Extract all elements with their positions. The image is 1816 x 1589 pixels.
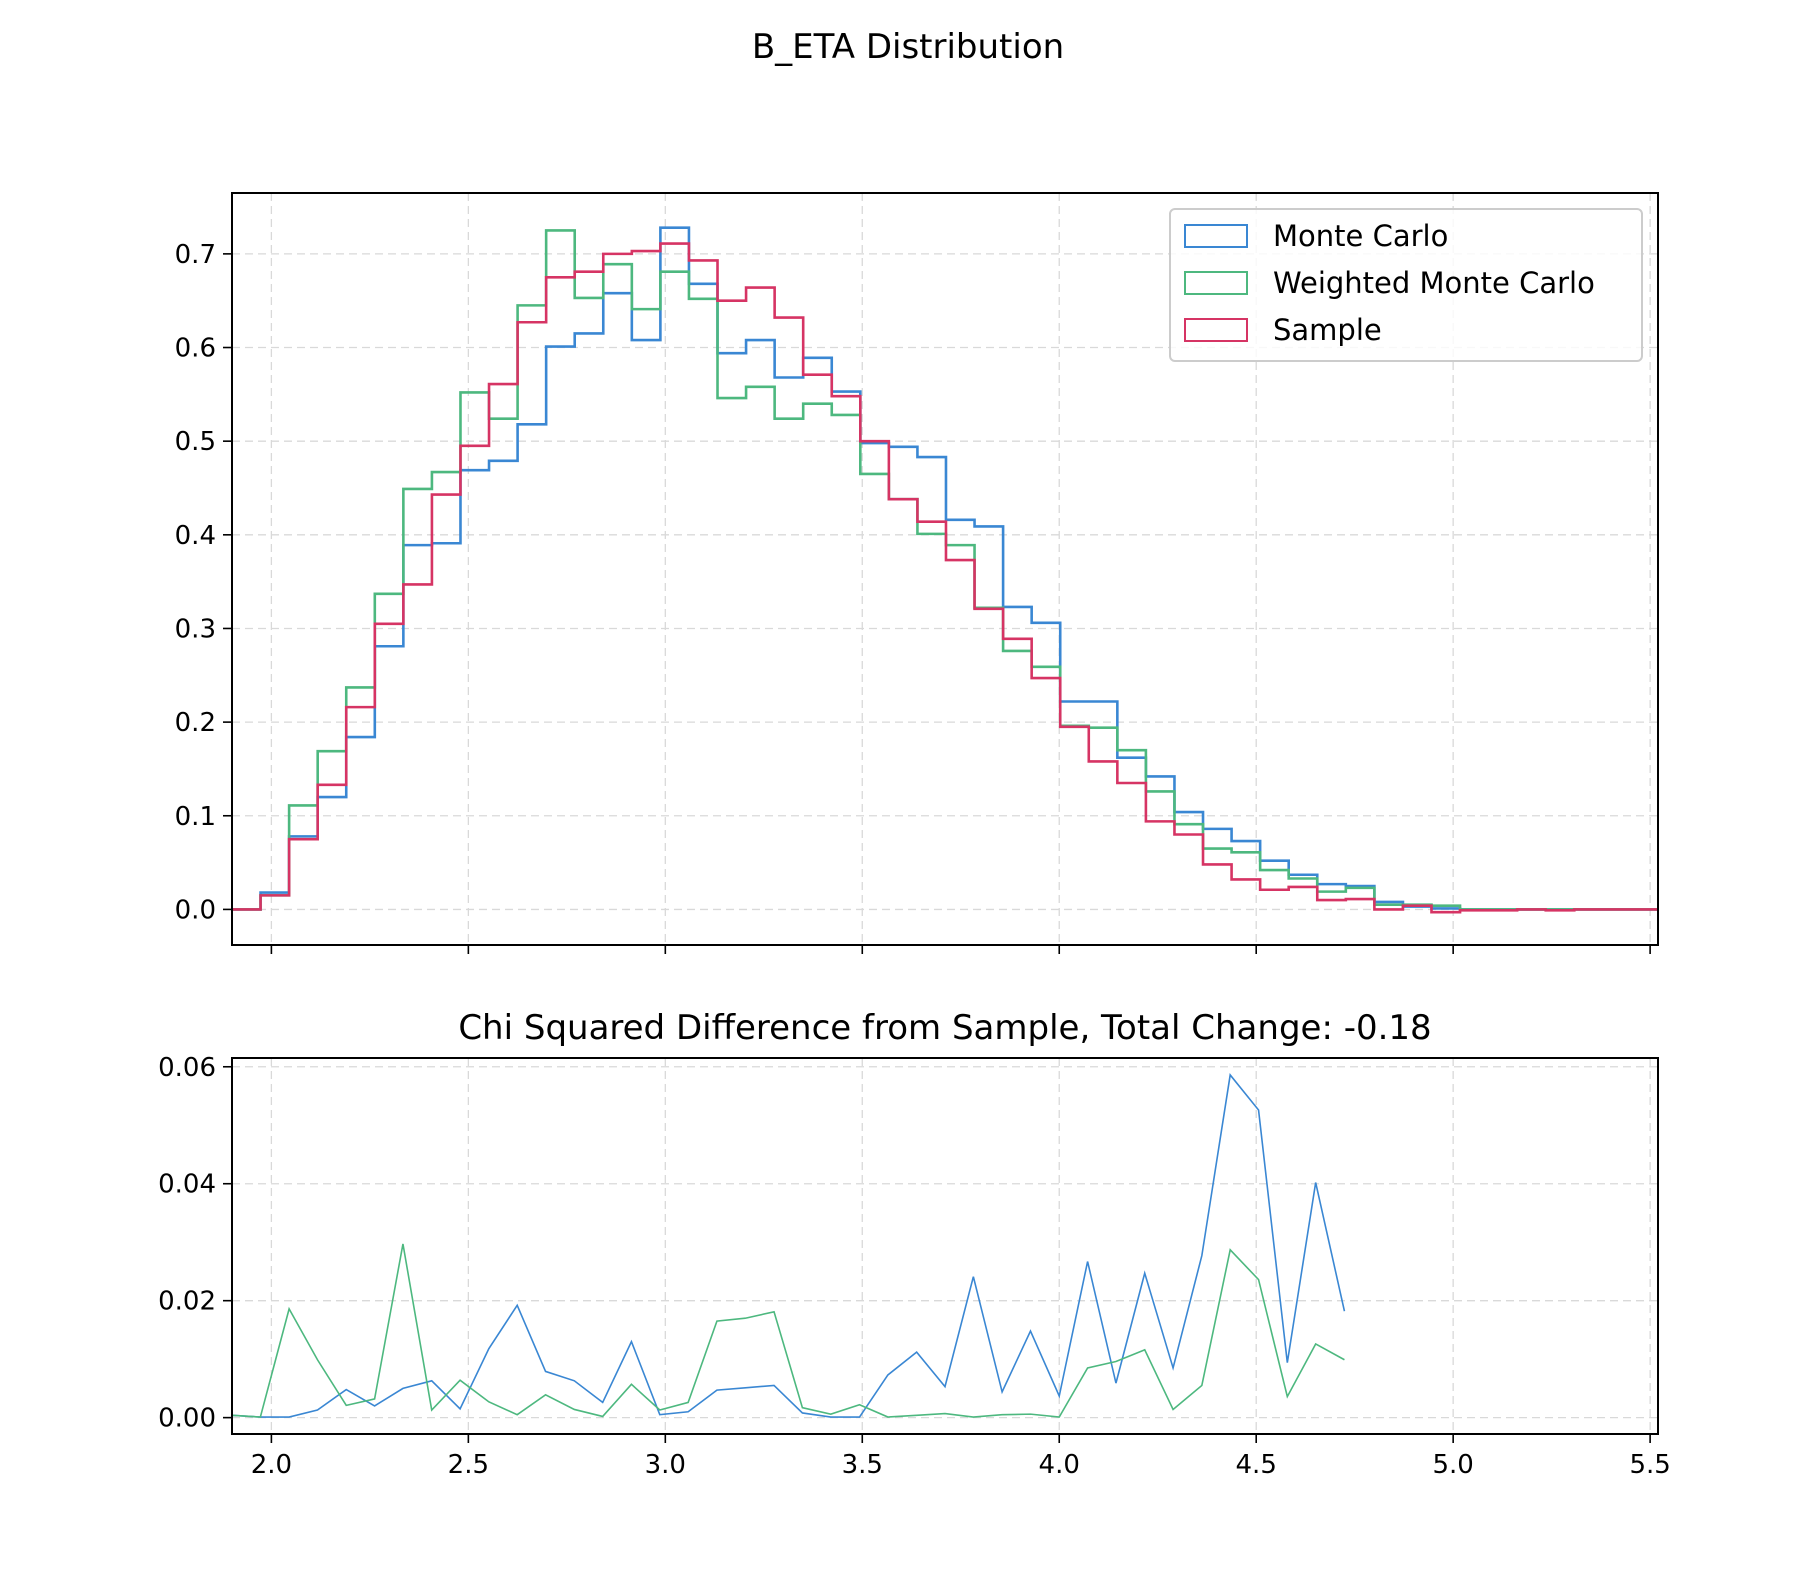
chi-squared-x-tick-label: 2.5: [448, 1450, 489, 1480]
chi-squared-x-tick-label: 3.5: [842, 1450, 883, 1480]
legend-label-sample: Sample: [1273, 313, 1382, 347]
chi-squared-y-tick-label: 0.04: [158, 1170, 216, 1200]
histogram-grid: [232, 193, 1658, 945]
figure-title: B_ETA Distribution: [752, 27, 1064, 67]
chi-squared-series-weighted-monte-carlo: [231, 1243, 1345, 1418]
chi-squared-x-tick-label: 2.0: [251, 1450, 292, 1480]
legend-swatch-monte-carlo: [1184, 224, 1248, 248]
histogram-y-tick-label: 0.6: [175, 334, 216, 364]
histogram-axes-frame: [231, 192, 1659, 946]
histogram-y-tick-label: 0.7: [175, 240, 216, 270]
histogram-y-tick-label: 0.1: [175, 802, 216, 832]
chi-squared-plot-title: Chi Squared Difference from Sample, Tota…: [458, 1008, 1431, 1048]
chi-squared-x-tick-label: 3.0: [645, 1450, 686, 1480]
chi-squared-y-tick-label: 0.06: [158, 1053, 216, 1083]
chi-squared-series-group: [231, 1073, 1346, 1418]
histogram-series-monte-carlo: [232, 226, 1658, 911]
chi-squared-series-monte-carlo: [231, 1073, 1346, 1418]
legend-box: [1169, 208, 1643, 362]
histogram-y-axis: 0.0 0.1 0.2 0.3 0.4 0.5 0.6 0.7: [175, 240, 232, 925]
histogram-series-group: [232, 226, 1658, 914]
legend-swatch-sample: [1184, 318, 1248, 342]
chi-squared-grid: [232, 1058, 1658, 1434]
chi-squared-y-axis: 0.00 0.02 0.04 0.06: [158, 1053, 232, 1434]
chi-squared-x-tick-label: 5.5: [1629, 1450, 1670, 1480]
histogram-x-axis: [270, 945, 1651, 954]
chi-squared-x-axis: 2.0 2.5 3.0 3.5 4.0 4.5 5.0 5.5: [251, 1434, 1671, 1480]
histogram-y-tick-label: 0.0: [175, 895, 216, 925]
legend-entry-monte-carlo: Monte Carlo: [1184, 219, 1448, 253]
legend-swatch-weighted-monte-carlo: [1184, 271, 1248, 295]
legend: Monte Carlo Weighted Monte Carlo Sample: [1169, 208, 1643, 362]
chi-squared-x-tick-label: 4.0: [1039, 1450, 1080, 1480]
histogram-series-sample: [232, 242, 1658, 914]
chi-squared-y-tick-label: 0.02: [158, 1287, 216, 1317]
histogram-y-tick-label: 0.4: [175, 521, 216, 551]
chi-squared-axes-frame: [231, 1057, 1659, 1435]
legend-label-monte-carlo: Monte Carlo: [1273, 219, 1448, 253]
chi-squared-x-tick-label: 5.0: [1432, 1450, 1473, 1480]
histogram-y-tick-label: 0.3: [175, 614, 216, 644]
chi-squared-x-tick-label: 4.5: [1236, 1450, 1277, 1480]
chi-squared-difference-plot: Chi Squared Difference from Sample, Tota…: [158, 1008, 1671, 1480]
legend-entry-weighted-monte-carlo: Weighted Monte Carlo: [1184, 266, 1595, 300]
chi-squared-y-tick-label: 0.00: [158, 1404, 216, 1434]
legend-label-weighted-monte-carlo: Weighted Monte Carlo: [1273, 266, 1595, 300]
histogram-y-tick-label: 0.2: [175, 708, 216, 738]
histogram-y-tick-label: 0.5: [175, 427, 216, 457]
distribution-histogram-plot: 0.0 0.1 0.2 0.3 0.4 0.5 0.6 0.7 Monte Carlo Wei…: [175, 192, 1659, 954]
legend-entry-sample: Sample: [1184, 313, 1382, 347]
